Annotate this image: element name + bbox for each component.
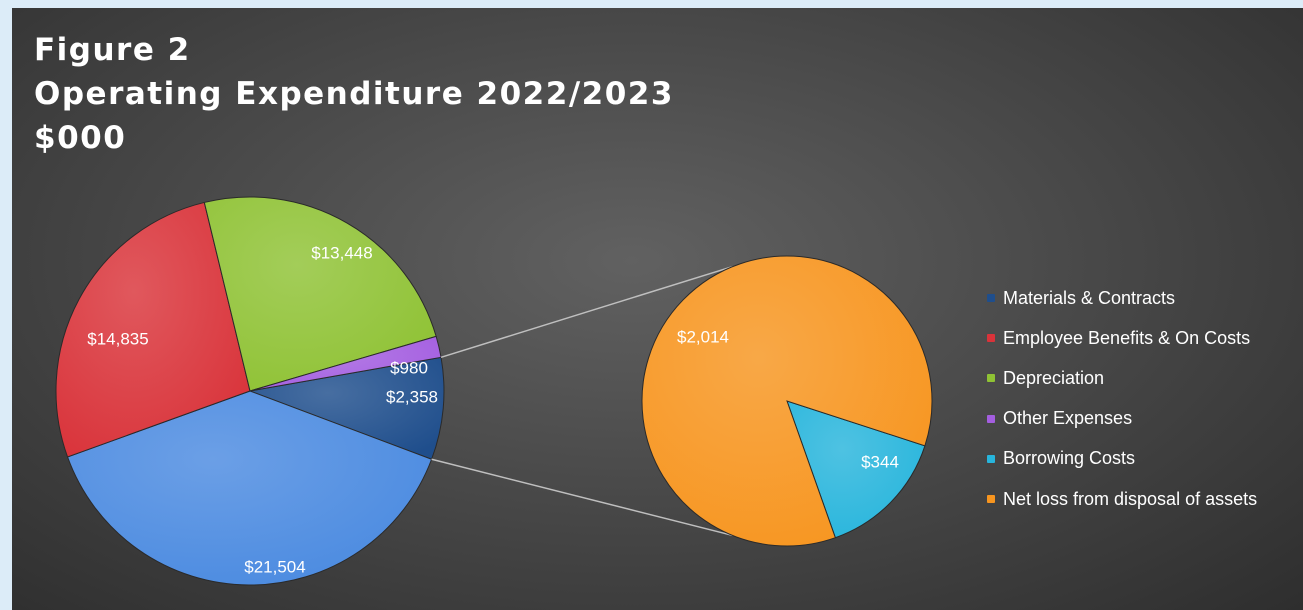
data-label-depreciation: $13,448	[311, 243, 372, 262]
legend-swatch	[987, 374, 995, 383]
data-label-net-loss-from-disposal-of-assets: $2,014	[677, 327, 729, 346]
legend-label: Materials & Contracts	[1003, 287, 1176, 308]
chart-area: Figure 2 Operating Expenditure 2022/2023…	[12, 8, 1303, 610]
connector-line-top	[440, 265, 733, 359]
connector-line-bottom	[431, 458, 733, 537]
legend-item-other-expenses: Other Expenses	[987, 399, 1257, 439]
pie-slice-main-unlabelled	[66, 390, 433, 586]
data-label-other-expenses: $980	[390, 358, 428, 377]
data-label-materials-and-contracts: $2,358	[386, 387, 438, 406]
title-line-3: $000	[34, 120, 127, 156]
legend-item-borrowing-costs: Borrowing Costs	[987, 439, 1257, 479]
chart-title: Figure 2 Operating Expenditure 2022/2023…	[34, 28, 674, 160]
legend-swatch	[987, 454, 995, 463]
legend-swatch	[987, 294, 995, 303]
title-line-2: Operating Expenditure 2022/2023	[34, 76, 674, 112]
pie-slice-net-loss-from-disposal-of-assets	[641, 255, 933, 547]
legend-swatch	[987, 495, 995, 504]
legend-label: Other Expenses	[1003, 408, 1133, 429]
pie-slice-depreciation	[203, 196, 437, 392]
legend-swatch	[987, 334, 995, 343]
legend-label: Employee Benefits & On Costs	[1003, 327, 1251, 348]
legend-item-depreciation: Depreciation	[987, 358, 1257, 398]
legend-swatch	[987, 414, 995, 423]
main-pie	[55, 196, 445, 586]
legend-item-materials-and-contracts: Materials & Contracts	[987, 278, 1257, 318]
pie-of-pie-chart: $2,358 $14,835 $13,448 $980 $344 $2,014 $21,50…	[55, 196, 933, 586]
data-label-main-unlabelled: $21,504	[244, 557, 305, 576]
pie-slice-borrowing-costs	[786, 400, 926, 539]
pie-slice-other-expenses	[249, 335, 442, 392]
data-label-employee-benefits-and-on-costs: $14,835	[87, 329, 148, 348]
data-label-borrowing-costs: $344	[861, 452, 899, 471]
legend-item-net-loss-from-disposal-of-assets: Net loss from disposal of assets	[987, 479, 1257, 519]
title-line-1: Figure 2	[34, 32, 191, 68]
legend-label: Net loss from disposal of assets	[1003, 488, 1258, 509]
secondary-pie	[641, 255, 933, 547]
pie-slice-employee-benefits-and-on-costs	[55, 201, 251, 458]
legend-label: Depreciation	[1003, 367, 1105, 388]
legend-label: Borrowing Costs	[1003, 448, 1136, 469]
chart-legend: Materials & Contracts Employee Benefits &…	[987, 278, 1257, 519]
legend-item-employee-benefits-and-on-costs: Employee Benefits & On Costs	[987, 318, 1257, 358]
